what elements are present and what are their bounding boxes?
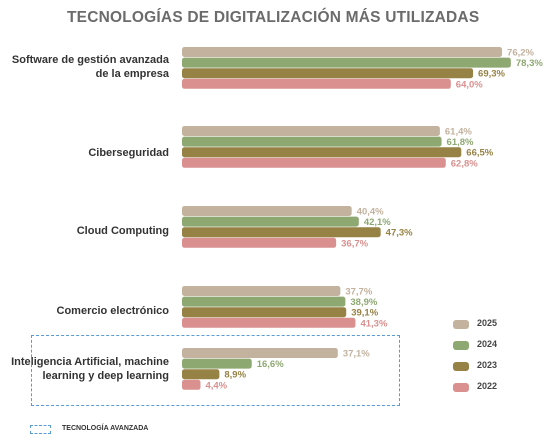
data-label-ciberseguridad-2024: 61,8%: [447, 137, 474, 148]
bar-cloud-computing-2023: [182, 227, 381, 237]
data-label-cloud-computing-2022: 36,7%: [341, 238, 368, 249]
legend-label-2023: 2023: [477, 360, 497, 370]
bar-cloud-computing-2025: [182, 206, 352, 216]
bar-comercio-electronico-2025: [182, 286, 340, 296]
legend-swatch-2025: [453, 320, 469, 329]
data-label-ciberseguridad-2025: 61,4%: [445, 127, 472, 138]
data-label-software-de-gestion-avanzada-de-la-empresa-2022: 64,0%: [456, 79, 483, 90]
data-label-ciberseguridad-2022: 62,8%: [451, 158, 478, 169]
bar-software-de-gestion-avanzada-de-la-empresa-2025: [182, 47, 502, 57]
category-label-comercio-electronico: Comercio electrónico: [4, 304, 169, 318]
data-label-software-de-gestion-avanzada-de-la-empresa-2025: 76,2%: [507, 48, 534, 59]
legend-label-2022: 2022: [477, 381, 497, 391]
advanced-technology-legend-label: TECNOLOGÍA AVANZADA: [62, 425, 148, 432]
bar-cloud-computing-2022: [182, 238, 336, 248]
bar-comercio-electronico-2022: [182, 318, 355, 328]
data-label-comercio-electronico-2024: 38,9%: [350, 297, 377, 308]
legend-swatch-2022: [453, 383, 469, 392]
legend-label-2025: 2025: [477, 318, 497, 328]
category-label-ciberseguridad: Ciberseguridad: [4, 146, 169, 160]
bar-software-de-gestion-avanzada-de-la-empresa-2023: [182, 68, 473, 78]
advanced-technology-legend-key: [30, 425, 51, 434]
bar-comercio-electronico-2024: [182, 297, 345, 307]
bar-ciberseguridad-2025: [182, 126, 440, 136]
data-label-comercio-electronico-2023: 39,1%: [351, 308, 378, 319]
category-label-cloud-computing: Cloud Computing: [4, 224, 169, 238]
bar-ciberseguridad-2023: [182, 147, 461, 157]
legend-swatch-2023: [453, 362, 469, 371]
bar-ciberseguridad-2022: [182, 158, 446, 168]
data-label-software-de-gestion-avanzada-de-la-empresa-2024: 78,3%: [516, 58, 543, 69]
bar-ciberseguridad-2024: [182, 137, 442, 147]
data-label-cloud-computing-2024: 42,1%: [364, 217, 391, 228]
data-label-software-de-gestion-avanzada-de-la-empresa-2023: 69,3%: [478, 69, 505, 80]
bar-software-de-gestion-avanzada-de-la-empresa-2022: [182, 79, 451, 89]
data-label-ciberseguridad-2023: 66,5%: [466, 148, 493, 159]
legend-label-2024: 2024: [477, 339, 497, 349]
bar-software-de-gestion-avanzada-de-la-empresa-2024: [182, 58, 511, 68]
data-label-cloud-computing-2025: 40,4%: [357, 207, 384, 218]
data-label-comercio-electronico-2022: 41,3%: [360, 318, 387, 329]
advanced-technology-highlight-box: [31, 335, 400, 406]
bar-comercio-electronico-2023: [182, 307, 346, 317]
data-label-comercio-electronico-2025: 37,7%: [345, 287, 372, 298]
bar-cloud-computing-2024: [182, 217, 359, 227]
category-label-software-de-gestion-avanzada-de-la-empresa: Software de gestión avanzada de la empre…: [4, 53, 169, 81]
data-label-cloud-computing-2023: 47,3%: [386, 228, 413, 239]
legend-swatch-2024: [453, 341, 469, 350]
